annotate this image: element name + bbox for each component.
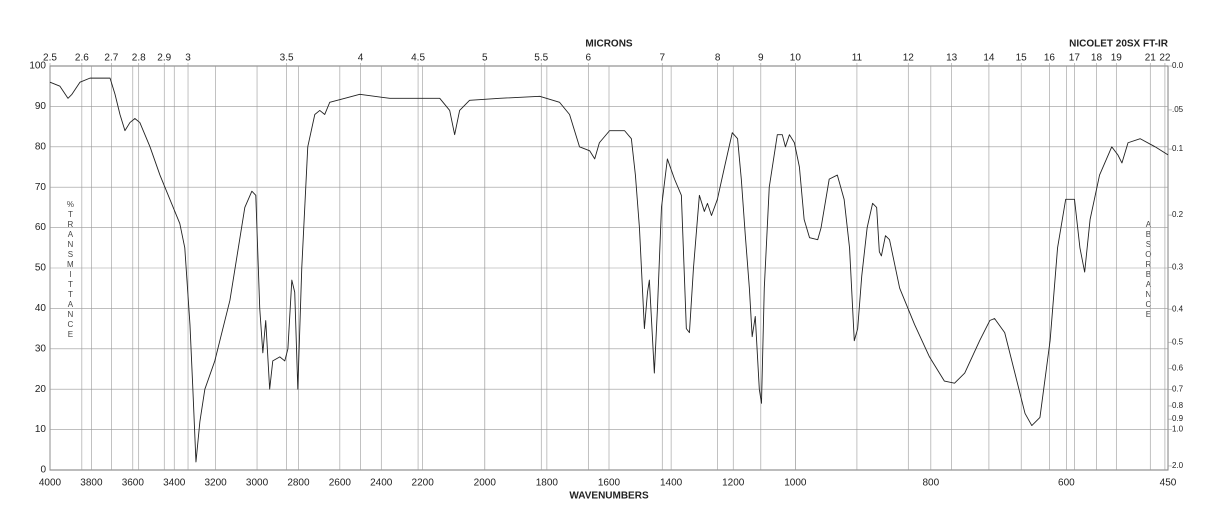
y-tick-label: 30 bbox=[35, 343, 47, 354]
y2-axis-title: ABSORBANCE bbox=[1144, 220, 1153, 320]
y-tick-label: 90 bbox=[35, 101, 47, 112]
x2-tick-label: 13 bbox=[946, 53, 958, 64]
x-tick-label: 1600 bbox=[598, 478, 621, 489]
x-tick-label: 2800 bbox=[287, 478, 310, 489]
y2-tick-label: 1.0 bbox=[1172, 425, 1184, 434]
x2-axis-title: MICRONS bbox=[585, 39, 633, 50]
x2-tick-label: 16 bbox=[1044, 53, 1056, 64]
y2-tick-label: 0.0 bbox=[1172, 61, 1184, 70]
y-tick-label: 10 bbox=[35, 424, 47, 435]
x-tick-label: 800 bbox=[923, 478, 940, 489]
y2-tick-label: .05 bbox=[1172, 105, 1184, 114]
x2-tick-label: 8 bbox=[715, 53, 721, 64]
x2-tick-label: 15 bbox=[1016, 53, 1028, 64]
x-tick-label: 1200 bbox=[722, 478, 745, 489]
x-axis-title: WAVENUMBERS bbox=[569, 491, 649, 502]
x-tick-label: 3800 bbox=[80, 478, 103, 489]
y2-tick-label: 0.5 bbox=[1172, 337, 1184, 346]
x-tick-label: 2600 bbox=[329, 478, 352, 489]
x2-tick-label: 11 bbox=[852, 53, 863, 64]
y2-tick-label: 0.7 bbox=[1172, 385, 1184, 394]
x2-tick-label: 3 bbox=[185, 53, 191, 64]
spectrum-line bbox=[49, 77, 1169, 463]
x-tick-label: 3200 bbox=[205, 478, 228, 489]
x2-tick-label: 7 bbox=[659, 53, 665, 64]
x-tick-label: 3000 bbox=[246, 478, 269, 489]
x-tick-label: 3600 bbox=[122, 478, 145, 489]
x-tick-label: 2200 bbox=[412, 478, 435, 489]
y-tick-label: 80 bbox=[35, 141, 47, 152]
x-tick-label: 2000 bbox=[474, 478, 497, 489]
x2-tick-label: 2.8 bbox=[132, 53, 146, 64]
x2-tick-label: 12 bbox=[903, 53, 915, 64]
x2-tick-label: 4 bbox=[358, 53, 364, 64]
y2-tick-label: 0.6 bbox=[1172, 364, 1184, 373]
x2-tick-label: 9 bbox=[758, 53, 764, 64]
y2-tick-label: 0.4 bbox=[1172, 304, 1184, 313]
x-tick-label: 4000 bbox=[39, 478, 62, 489]
x-tick-label: 1400 bbox=[660, 478, 683, 489]
x2-tick-label: 21 bbox=[1145, 53, 1157, 64]
x-tick-label: 1000 bbox=[784, 478, 807, 489]
x2-tick-label: 2.6 bbox=[75, 53, 89, 64]
x-tick-label: 1800 bbox=[536, 478, 559, 489]
y2-tick-label: 0.8 bbox=[1172, 401, 1184, 410]
x2-tick-label: 19 bbox=[1111, 53, 1123, 64]
x2-tick-label: 5.5 bbox=[534, 53, 548, 64]
y2-tick-label: 0.9 bbox=[1172, 414, 1184, 423]
x2-tick-label: 5 bbox=[482, 53, 488, 64]
y2-tick-label: 2.0 bbox=[1172, 461, 1184, 470]
x2-tick-label: 17 bbox=[1069, 53, 1081, 64]
x2-tick-label: 10 bbox=[790, 53, 802, 64]
y-tick-label: 0 bbox=[40, 465, 46, 476]
x2-tick-label: 3.5 bbox=[280, 53, 294, 64]
x2-tick-label: 22 bbox=[1159, 53, 1171, 64]
x2-tick-label: 2.5 bbox=[43, 53, 57, 64]
x2-tick-label: 6 bbox=[586, 53, 592, 64]
y-tick-label: 100 bbox=[29, 61, 46, 72]
y-tick-label: 40 bbox=[35, 303, 47, 314]
x2-tick-label: 14 bbox=[983, 53, 995, 64]
y-tick-label: 20 bbox=[35, 384, 47, 395]
x2-tick-label: 2.7 bbox=[104, 53, 118, 64]
x2-tick-label: 4.5 bbox=[411, 53, 425, 64]
x2-tick-label: 2.9 bbox=[157, 53, 171, 64]
y2-tick-label: 0.2 bbox=[1172, 210, 1184, 219]
x-tick-label: 600 bbox=[1058, 478, 1075, 489]
x2-tick-label: 18 bbox=[1091, 53, 1103, 64]
y-axis-title: %TRANSMITTANCE bbox=[66, 200, 75, 340]
y-tick-label: 50 bbox=[35, 263, 47, 274]
y2-tick-label: 0.3 bbox=[1172, 263, 1184, 272]
x-tick-label: 2400 bbox=[370, 478, 393, 489]
y-tick-label: 60 bbox=[35, 222, 47, 233]
chart-title: NICOLET 20SX FT-IR bbox=[1069, 39, 1169, 50]
x-tick-label: 3400 bbox=[163, 478, 186, 489]
y2-tick-label: 0.1 bbox=[1172, 144, 1184, 153]
x-tick-label: 450 bbox=[1160, 478, 1177, 489]
y-tick-label: 70 bbox=[35, 182, 47, 193]
